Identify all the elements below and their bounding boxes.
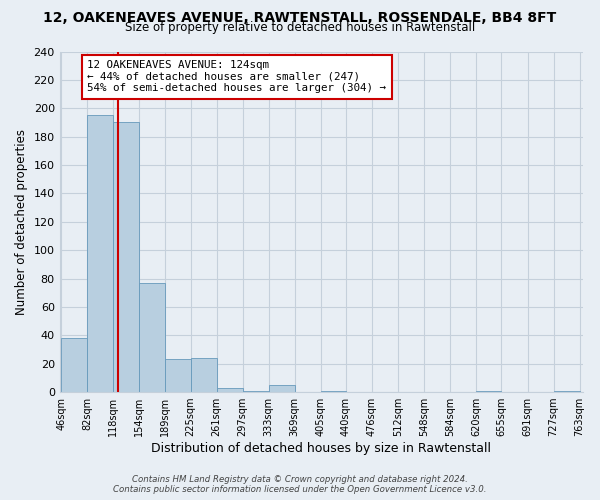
Bar: [113, 122, 139, 392]
Bar: [61, 338, 87, 392]
Bar: [242, 390, 269, 392]
Text: 12 OAKENEAVES AVENUE: 124sqm
← 44% of detached houses are smaller (247)
54% of s: 12 OAKENEAVES AVENUE: 124sqm ← 44% of de…: [87, 60, 386, 93]
Text: Contains HM Land Registry data © Crown copyright and database right 2024.
Contai: Contains HM Land Registry data © Crown c…: [113, 474, 487, 494]
Bar: [139, 283, 164, 392]
Bar: [554, 390, 580, 392]
X-axis label: Distribution of detached houses by size in Rawtenstall: Distribution of detached houses by size …: [151, 442, 491, 455]
Bar: [321, 390, 346, 392]
Bar: [269, 385, 295, 392]
Bar: [87, 116, 113, 392]
Bar: [217, 388, 242, 392]
Text: 12, OAKENEAVES AVENUE, RAWTENSTALL, ROSSENDALE, BB4 8FT: 12, OAKENEAVES AVENUE, RAWTENSTALL, ROSS…: [43, 11, 557, 25]
Y-axis label: Number of detached properties: Number of detached properties: [15, 129, 28, 315]
Text: Size of property relative to detached houses in Rawtenstall: Size of property relative to detached ho…: [125, 22, 475, 35]
Bar: [164, 360, 191, 392]
Bar: [191, 358, 217, 392]
Bar: [476, 390, 502, 392]
